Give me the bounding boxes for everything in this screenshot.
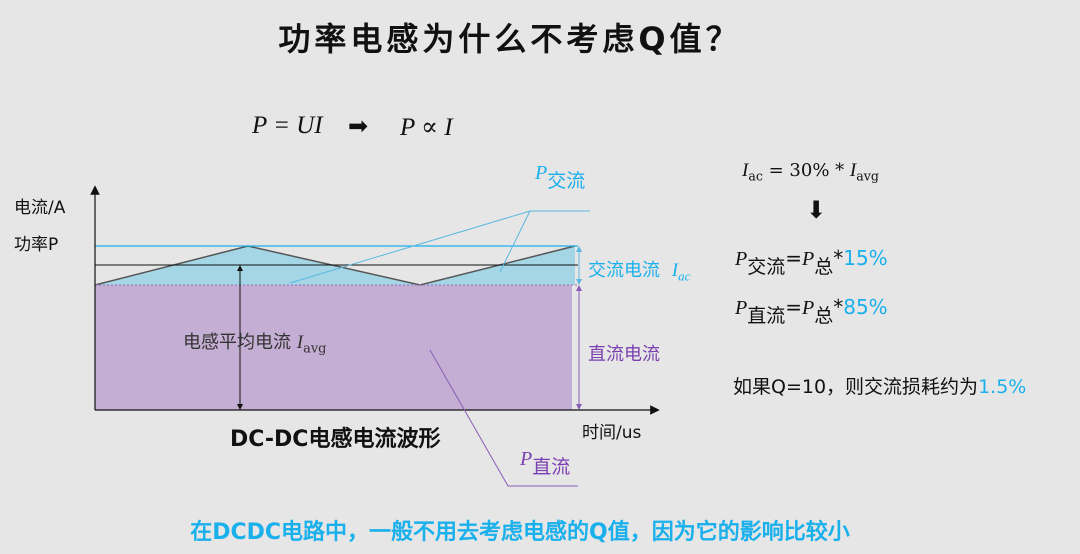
diagram-caption: DC-DC电感电流波形 bbox=[230, 427, 441, 452]
eq-p-ac: P交流=P总*15% bbox=[735, 246, 888, 278]
p-ac-label: P交流 bbox=[535, 162, 586, 192]
conclusion-text: 如果Q=10，则交流损耗约为1.5% bbox=[733, 376, 1027, 398]
p-ac-leader-2 bbox=[499, 210, 531, 273]
p-dc-leader bbox=[429, 349, 578, 487]
slide-title: 功率电感为什么不考虑Q值？ bbox=[278, 20, 742, 58]
formula-power: P = UI bbox=[252, 112, 323, 139]
dc-current-label: 直流电流 bbox=[588, 344, 660, 365]
down-arrow-icon: ⬇ bbox=[806, 196, 827, 224]
y-axis-label-power: 功率P bbox=[14, 235, 59, 255]
y-axis-label-current: 电流/A bbox=[14, 198, 66, 218]
ac-current-label: 交流电流 Iac bbox=[588, 260, 691, 284]
eq-p-dc: P直流=P总*85% bbox=[735, 295, 888, 327]
formula-proportional: P ∝ I bbox=[400, 114, 453, 141]
footer-note: 在DCDC电路中，一般不用去考虑电感的Q值，因为它的影响比较小 bbox=[190, 520, 850, 545]
x-axis-label: 时间/us bbox=[582, 423, 642, 443]
dc-area bbox=[95, 285, 572, 410]
ac-area bbox=[95, 246, 575, 285]
p-dc-label: P直流 bbox=[520, 448, 571, 478]
avg-current-label: 电感平均电流 Iavg bbox=[183, 332, 327, 357]
eq-iac: Iac = 30% * Iavg bbox=[742, 160, 879, 184]
right-arrow-icon: ➡ bbox=[348, 112, 369, 140]
